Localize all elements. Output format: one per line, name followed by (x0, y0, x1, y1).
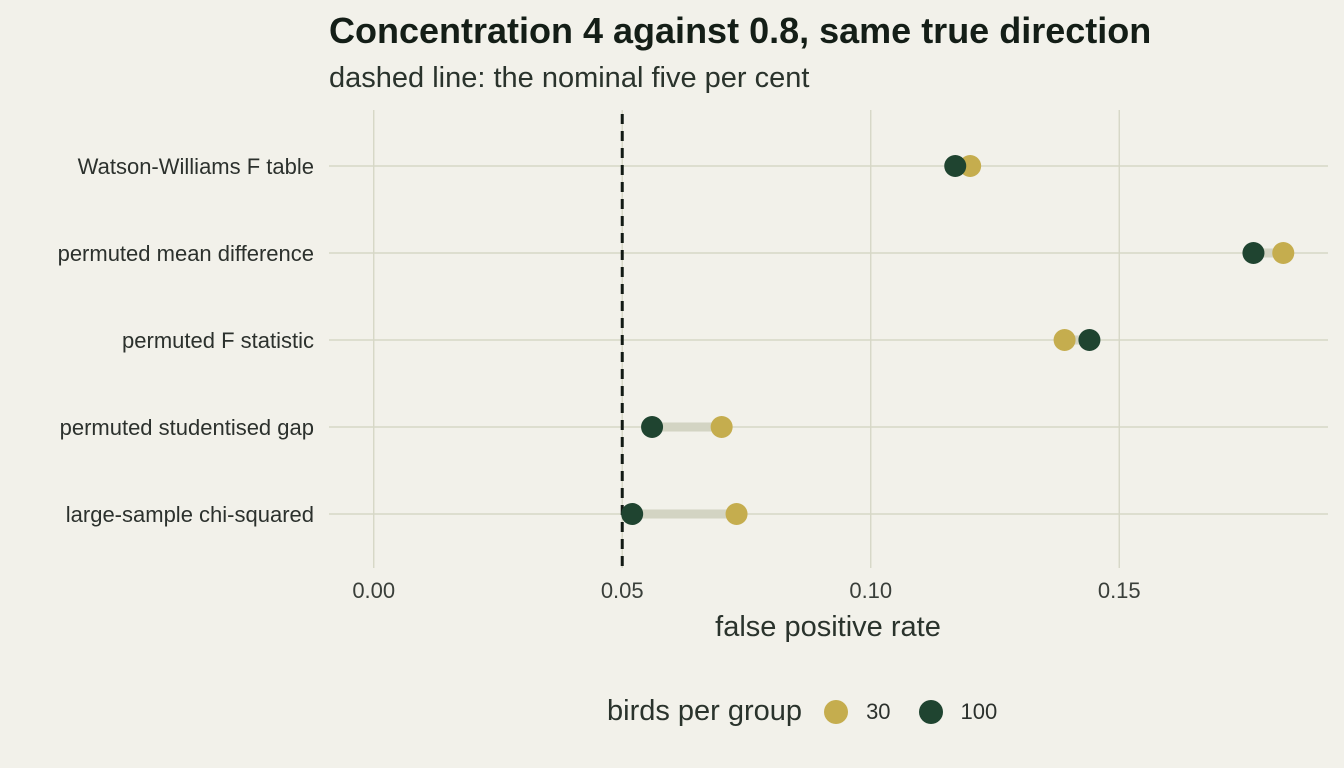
point-30 (710, 416, 733, 438)
chart-subtitle: dashed line: the nominal five per cent (329, 62, 810, 94)
point-100 (944, 155, 967, 177)
category-label: large-sample chi-squared (66, 502, 314, 527)
legend-swatch-30 (824, 699, 849, 724)
x-tick-label: 0.00 (352, 578, 395, 603)
point-30 (1053, 329, 1076, 351)
x-tick-label: 0.05 (601, 578, 644, 603)
point-30 (725, 503, 748, 525)
x-tick-label: 0.15 (1098, 578, 1141, 603)
point-100 (621, 503, 644, 525)
x-tick-label: 0.10 (849, 578, 892, 603)
legend-title: birds per group (607, 695, 803, 727)
category-label: permuted studentised gap (60, 415, 314, 440)
category-label: permuted F statistic (122, 328, 314, 353)
x-axis-title: false positive rate (715, 611, 941, 643)
legend-label-30: 30 (866, 698, 891, 724)
label-layer: 0.00 0.05 0.10 0.15 Watson-Williams F table p… (58, 154, 1141, 603)
point-100 (1242, 242, 1265, 264)
point-100 (641, 416, 664, 438)
chart-title: Concentration 4 against 0.8, same true d… (329, 10, 1152, 51)
point-100 (1078, 329, 1101, 351)
point-layer (621, 155, 1295, 525)
category-label: permuted mean difference (58, 241, 314, 266)
legend-label-100: 100 (960, 698, 998, 724)
category-label: Watson-Williams F table (78, 154, 314, 179)
point-30 (1272, 242, 1295, 264)
grid-layer (329, 110, 1328, 568)
legend-swatch-100 (918, 699, 943, 724)
legend: birds per group 30 100 (607, 695, 1025, 728)
